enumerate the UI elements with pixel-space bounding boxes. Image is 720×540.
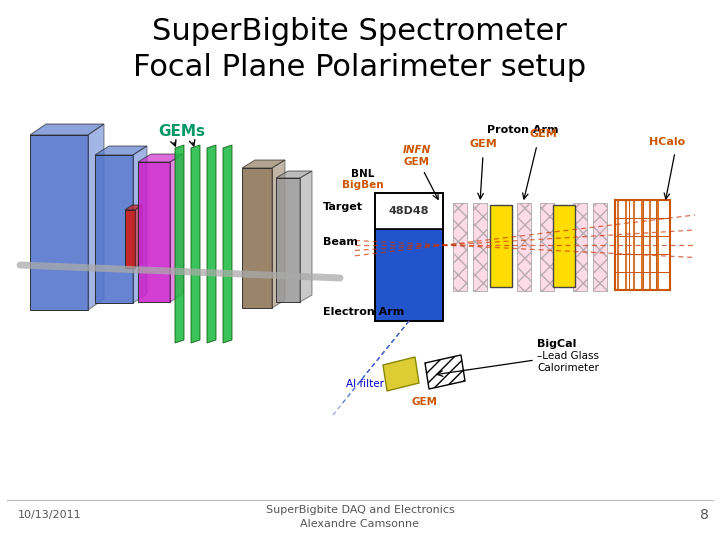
Text: Focal Plane Polarimeter setup: Focal Plane Polarimeter setup bbox=[133, 53, 587, 83]
Text: BigCal: BigCal bbox=[537, 339, 577, 349]
Polygon shape bbox=[276, 178, 300, 302]
Polygon shape bbox=[191, 145, 200, 343]
Polygon shape bbox=[95, 146, 147, 155]
Polygon shape bbox=[276, 171, 312, 178]
Polygon shape bbox=[223, 145, 232, 343]
Text: Alexandre Camsonne: Alexandre Camsonne bbox=[300, 519, 420, 529]
Text: HCalo: HCalo bbox=[649, 137, 685, 147]
Polygon shape bbox=[175, 145, 184, 343]
Bar bbox=[473, 203, 487, 291]
Bar bbox=[573, 203, 587, 291]
Bar bbox=[453, 203, 467, 291]
Polygon shape bbox=[425, 355, 465, 389]
Text: –Lead Glass: –Lead Glass bbox=[537, 351, 599, 361]
Text: GEM: GEM bbox=[404, 157, 430, 167]
Text: Beam: Beam bbox=[323, 237, 358, 247]
Text: SuperBigbite Spectrometer: SuperBigbite Spectrometer bbox=[153, 17, 567, 46]
Text: Proton Arm: Proton Arm bbox=[487, 125, 559, 135]
Polygon shape bbox=[95, 155, 133, 303]
Polygon shape bbox=[272, 160, 285, 308]
Bar bbox=[615, 200, 670, 290]
Polygon shape bbox=[242, 168, 272, 308]
Polygon shape bbox=[30, 135, 88, 310]
Text: Al filter: Al filter bbox=[346, 379, 384, 389]
Bar bbox=[517, 203, 531, 291]
Text: GEM: GEM bbox=[529, 129, 557, 139]
Bar bbox=[375, 229, 443, 321]
Polygon shape bbox=[170, 154, 183, 302]
Bar bbox=[490, 205, 512, 287]
Polygon shape bbox=[125, 205, 142, 210]
Polygon shape bbox=[125, 210, 135, 268]
Bar bbox=[553, 205, 575, 287]
Bar bbox=[593, 203, 607, 291]
Polygon shape bbox=[133, 146, 147, 303]
Text: Electron Arm: Electron Arm bbox=[323, 307, 404, 317]
Polygon shape bbox=[135, 205, 142, 268]
Polygon shape bbox=[30, 124, 104, 135]
Text: 8: 8 bbox=[700, 508, 708, 522]
Bar bbox=[375, 193, 443, 229]
Polygon shape bbox=[207, 145, 216, 343]
Bar bbox=[375, 193, 443, 321]
Text: INFN: INFN bbox=[403, 145, 431, 155]
Polygon shape bbox=[300, 171, 312, 302]
Bar bbox=[540, 203, 554, 291]
Polygon shape bbox=[88, 124, 104, 310]
Text: BNL: BNL bbox=[351, 169, 374, 179]
Text: SuperBigbite DAQ and Electronics: SuperBigbite DAQ and Electronics bbox=[266, 505, 454, 515]
Text: GEMs: GEMs bbox=[158, 125, 205, 139]
Text: 10/13/2011: 10/13/2011 bbox=[18, 510, 81, 520]
Polygon shape bbox=[383, 357, 419, 391]
Text: Target: Target bbox=[323, 202, 363, 212]
Text: GEM: GEM bbox=[412, 397, 438, 407]
Text: GEM: GEM bbox=[469, 139, 497, 149]
Polygon shape bbox=[242, 160, 285, 168]
Polygon shape bbox=[138, 154, 183, 162]
Text: BigBen: BigBen bbox=[342, 180, 384, 190]
Polygon shape bbox=[138, 162, 170, 302]
Text: 48D48: 48D48 bbox=[389, 206, 429, 216]
Text: Calorimeter: Calorimeter bbox=[537, 363, 599, 373]
